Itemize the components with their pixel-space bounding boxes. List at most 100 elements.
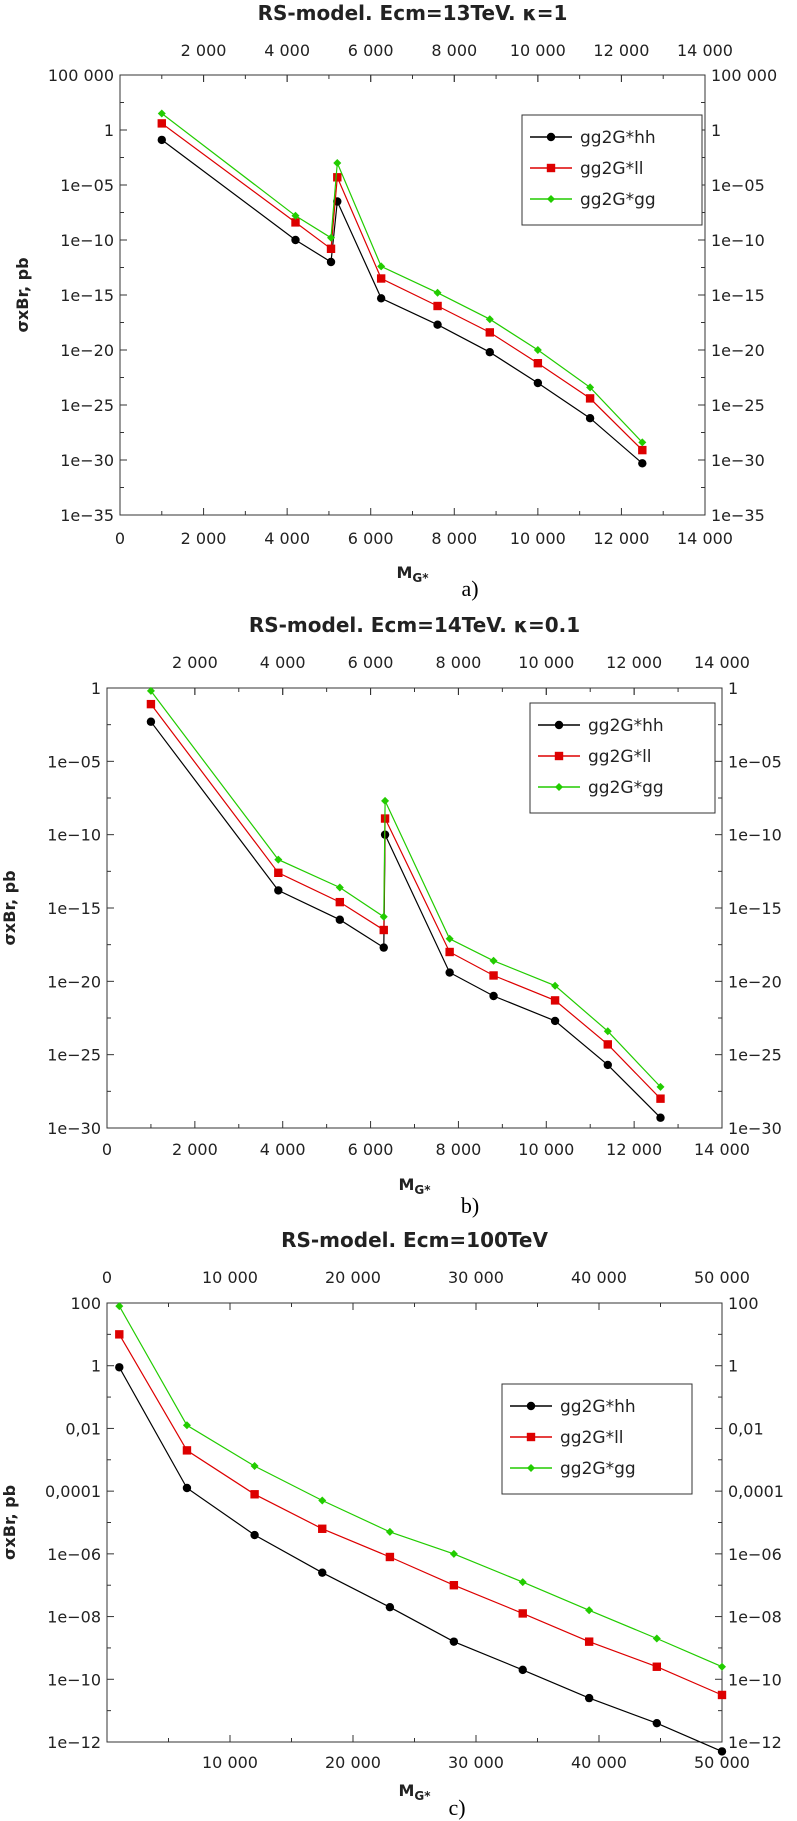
- series-3: [157, 109, 647, 447]
- data-point: [449, 1549, 458, 1558]
- y-tick-label-left: 100: [70, 1294, 101, 1313]
- y-tick-label-right: 1e−15: [728, 899, 782, 918]
- chart-panel-3: RS-model. Ecm=100TeV 100 100 1 1 0,01 0,01 0,00…: [0, 1228, 784, 1820]
- y-tick-label-right: 1e−12: [728, 1733, 782, 1752]
- data-point: [656, 1094, 665, 1103]
- data-point: [603, 1040, 612, 1049]
- data-point: [533, 346, 542, 354]
- x-axis-label-sub: G*: [412, 571, 429, 585]
- y-tick-label-right: 1e−30: [711, 451, 765, 470]
- chart-title: RS-model. Ecm=100TeV: [281, 1228, 548, 1252]
- data-point: [385, 1552, 395, 1562]
- legend: gg2G*hh gg2G*ll gg2G*gg: [521, 114, 703, 226]
- series-line: [118, 1305, 723, 1668]
- x-tick-label-top: 8 000: [431, 41, 477, 60]
- y-tick-label-left: 1e−15: [47, 899, 101, 918]
- data-point: [550, 1016, 560, 1026]
- x-axis-label-main: M: [398, 1175, 414, 1194]
- data-point: [333, 173, 342, 182]
- y-tick-label-right: 1e−25: [728, 1046, 782, 1065]
- data-point: [318, 1496, 327, 1505]
- x-tick-label-bottom: 10 000: [202, 1753, 258, 1772]
- data-point: [584, 1693, 594, 1703]
- data-point: [586, 383, 595, 392]
- x-tick-label-top: 10 000: [518, 653, 574, 672]
- data-point: [250, 1530, 259, 1540]
- data-point: [485, 315, 494, 324]
- y-tick-label-left: 1e−05: [47, 752, 101, 771]
- data-point: [327, 233, 336, 242]
- y-tick-label-right: 1e−06: [728, 1545, 782, 1564]
- x-tick-label-top: 6 000: [348, 653, 394, 672]
- data-point: [274, 855, 283, 864]
- y-tick-label-left: 1e−15: [60, 286, 114, 305]
- x-tick-label-top: 6 000: [348, 41, 394, 60]
- chart-panel-1: RS-model. Ecm=13TeV. κ=1 100 000 100 000 1 1…: [13, 1, 777, 601]
- legend-marker: [555, 783, 563, 791]
- legend-label: gg2G*gg: [580, 190, 656, 210]
- panel-label: b): [461, 1193, 479, 1218]
- data-point: [385, 1602, 395, 1612]
- data-point: [445, 947, 454, 957]
- x-axis-label-sub: G*: [414, 1183, 431, 1197]
- x-tick-label-top: 4 000: [260, 653, 306, 672]
- y-tick-label-right: 1e−30: [728, 1119, 782, 1138]
- y-tick-label-right: 1e−08: [728, 1608, 782, 1627]
- data-point: [585, 414, 595, 423]
- x-tick-label-top: 10 000: [510, 41, 566, 60]
- data-point: [717, 1747, 727, 1756]
- data-point: [551, 981, 560, 990]
- y-tick-label-left: 1e−12: [47, 1733, 101, 1752]
- chart-title: RS-model. Ecm=14TeV. κ=0.1: [249, 613, 580, 637]
- y-tick-label-left: 1e−30: [60, 451, 114, 470]
- x-axis-label: MG*: [398, 1175, 431, 1197]
- y-tick-label-right: 0,01: [728, 1419, 764, 1438]
- series-line: [150, 690, 661, 1088]
- data-point: [182, 1421, 191, 1430]
- x-tick-label-bottom: 4 000: [264, 529, 310, 548]
- x-axis-label-main: M: [396, 563, 412, 582]
- y-tick-label-left: 100 000: [48, 66, 114, 85]
- data-point: [445, 968, 454, 977]
- x-tick-label-bottom: 20 000: [325, 1753, 381, 1772]
- series-line: [161, 122, 643, 451]
- y-tick-label-right: 1e−25: [711, 396, 765, 415]
- data-point: [146, 686, 155, 695]
- data-point: [489, 956, 498, 965]
- x-tick-label-top: 2 000: [181, 41, 227, 60]
- data-point: [449, 1581, 459, 1590]
- data-point: [115, 1330, 124, 1339]
- x-axis-label: MG*: [398, 1781, 431, 1803]
- y-axis-label: σxBr, pb: [0, 870, 19, 945]
- data-point: [638, 445, 647, 455]
- y-tick-label-right: 100 000: [711, 66, 777, 85]
- chart-panel-2: RS-model. Ecm=14TeV. κ=0.1 1 1 1e−05 1e−05 1e…: [0, 613, 782, 1218]
- y-tick-label-left: 1e−25: [60, 396, 114, 415]
- y-tick-label-left: 0,01: [65, 1419, 101, 1438]
- data-point: [250, 1490, 259, 1499]
- data-point: [376, 294, 386, 303]
- legend-label: gg2G*gg: [560, 1459, 636, 1479]
- data-point: [603, 1060, 612, 1070]
- series-1: [146, 717, 665, 1122]
- data-point: [376, 274, 386, 283]
- data-point: [379, 943, 388, 952]
- data-point: [115, 1302, 124, 1311]
- series-line: [161, 113, 643, 443]
- data-point: [433, 288, 442, 297]
- x-tick-label-top: 12 000: [606, 653, 662, 672]
- data-point: [603, 1027, 612, 1036]
- legend-label: gg2G*gg: [588, 778, 664, 798]
- data-point: [291, 235, 300, 245]
- y-tick-label-right: 100: [728, 1294, 759, 1313]
- y-tick-label-left: 1: [104, 121, 114, 140]
- y-tick-label-left: 1e−10: [47, 1670, 101, 1689]
- x-axis-label: MG*: [396, 563, 429, 585]
- plot-frame: [106, 1302, 723, 1743]
- data-point: [518, 1609, 527, 1618]
- legend-marker: [547, 195, 555, 203]
- data-point: [550, 996, 560, 1005]
- y-tick-label-right: 1e−05: [728, 752, 782, 771]
- x-tick-label-top: 2 000: [172, 653, 218, 672]
- x-tick-label-bottom: 12 000: [606, 1140, 662, 1159]
